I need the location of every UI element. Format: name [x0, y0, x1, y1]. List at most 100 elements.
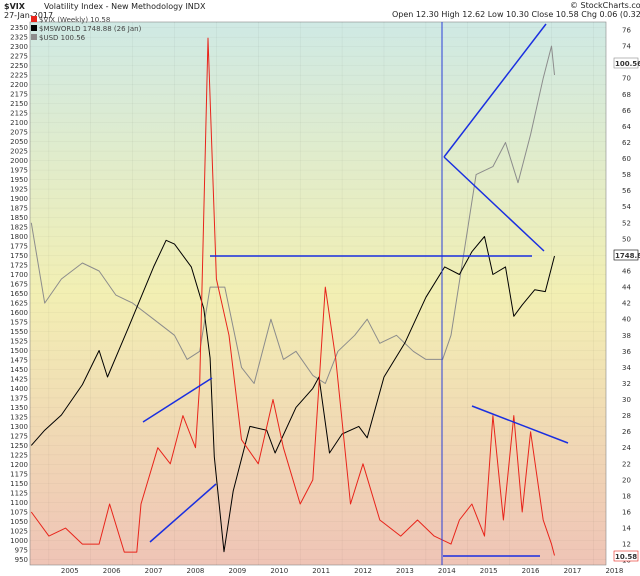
legend-swatch-usd — [31, 34, 37, 40]
x-tick-label: 2006 — [103, 567, 121, 575]
x-tick-label: 2011 — [312, 567, 330, 575]
right-tick-label: 54 — [622, 203, 631, 211]
left-tick-label: 1450 — [10, 366, 28, 374]
x-tick-label: 2012 — [354, 567, 372, 575]
right-tick-label: 38 — [622, 332, 631, 340]
badge-vix: 10.58 — [615, 553, 637, 561]
right-tick-label: 36 — [622, 348, 631, 356]
right-tick-label: 32 — [622, 380, 631, 388]
left-tick-label: 1300 — [10, 423, 28, 431]
left-tick-label: 1425 — [10, 375, 28, 383]
annotation-2007-lower — [149, 483, 217, 543]
left-tick-label: 2050 — [10, 138, 28, 146]
right-tick-label: 70 — [622, 75, 631, 83]
left-tick-label: 1200 — [10, 461, 28, 469]
right-badges: 100.56 1748.88 10.58 — [613, 57, 640, 562]
left-tick-label: 2075 — [10, 129, 28, 137]
right-tick-label: 28 — [622, 412, 631, 420]
right-tick-label: 46 — [622, 268, 631, 276]
left-tick-label: 2025 — [10, 148, 28, 156]
left-tick-label: 1175 — [10, 470, 28, 478]
left-tick-label: 1525 — [10, 337, 28, 345]
chart-quote: Open 12.30 High 12.62 Low 10.30 Close 10… — [392, 10, 640, 19]
left-tick-label: 1950 — [10, 176, 28, 184]
annotation-2007-upper — [142, 377, 213, 423]
left-tick-label: 1500 — [10, 347, 28, 355]
x-tick-label: 2009 — [228, 567, 246, 575]
left-tick-label: 1475 — [10, 356, 28, 364]
right-tick-label: 44 — [622, 284, 631, 292]
right-tick-label: 14 — [622, 525, 631, 533]
annotation-vix-trend-2016 — [471, 405, 569, 444]
right-axis: 7674727068666462605856545250484644424038… — [622, 27, 631, 565]
left-tick-label: 1800 — [10, 233, 28, 241]
left-tick-label: 1900 — [10, 195, 28, 203]
right-tick-label: 52 — [622, 219, 631, 227]
annotation-usd-trend — [443, 23, 547, 158]
left-tick-label: 1050 — [10, 518, 28, 526]
legend-msworld: $MSWORLD 1748.88 (26 Jan) — [39, 25, 142, 33]
left-tick-label: 1775 — [10, 243, 28, 251]
left-tick-label: 1275 — [10, 432, 28, 440]
right-tick-label: 68 — [622, 91, 631, 99]
left-tick-label: 2150 — [10, 100, 28, 108]
left-tick-label: 1850 — [10, 214, 28, 222]
right-tick-label: 56 — [622, 187, 631, 195]
left-tick-label: 1325 — [10, 413, 28, 421]
x-tick-label: 2017 — [564, 567, 582, 575]
left-tick-label: 1025 — [10, 527, 28, 535]
right-tick-label: 40 — [622, 316, 631, 324]
right-tick-label: 24 — [622, 444, 631, 452]
left-tick-label: 1675 — [10, 281, 28, 289]
right-tick-label: 34 — [622, 364, 631, 372]
left-tick-label: 2225 — [10, 72, 28, 80]
left-tick-label: 2200 — [10, 81, 28, 89]
legend-vix: $VIX (Weekly) 10.58 — [39, 16, 110, 24]
chart-symbol: $VIX — [4, 2, 26, 11]
x-tick-label: 2016 — [522, 567, 540, 575]
left-tick-label: 1125 — [10, 489, 28, 497]
chart-description: Volatility Index - New Methodology INDX — [44, 2, 206, 11]
right-tick-label: 42 — [622, 300, 631, 308]
right-tick-label: 20 — [622, 476, 631, 484]
left-tick-label: 1975 — [10, 167, 28, 175]
series-line-msworld — [30, 236, 555, 553]
chart-date: 27-Jan-2017 — [4, 11, 53, 20]
left-tick-label: 1100 — [10, 499, 28, 507]
left-tick-label: 1650 — [10, 290, 28, 298]
left-tick-label: 1575 — [10, 318, 28, 326]
left-tick-label: 2125 — [10, 110, 28, 118]
right-tick-label: 76 — [622, 27, 631, 35]
right-tick-label: 16 — [622, 508, 631, 516]
series-layer — [30, 37, 555, 556]
left-tick-label: 1075 — [10, 508, 28, 516]
left-tick-label: 1725 — [10, 262, 28, 270]
legend-swatch-msworld — [31, 25, 37, 31]
left-tick-label: 2325 — [10, 34, 28, 42]
left-tick-label: 1825 — [10, 224, 28, 232]
right-tick-label: 18 — [622, 492, 631, 500]
right-tick-label: 66 — [622, 107, 631, 115]
left-tick-label: 1000 — [10, 537, 28, 545]
right-tick-label: 74 — [622, 43, 631, 51]
x-tick-label: 2005 — [61, 567, 79, 575]
right-tick-label: 50 — [622, 235, 631, 243]
x-tick-label: 2008 — [187, 567, 205, 575]
left-tick-label: 2350 — [10, 24, 28, 32]
legend-swatch-vix — [31, 16, 37, 22]
left-tick-label: 1925 — [10, 186, 28, 194]
x-tick-label: 2013 — [396, 567, 414, 575]
left-tick-label: 1250 — [10, 442, 28, 450]
x-tick-label: 2015 — [480, 567, 498, 575]
x-tick-label: 2007 — [145, 567, 163, 575]
left-tick-label: 1700 — [10, 271, 28, 279]
x-axis: 2005 2006 2007 2008 2009 2010 2011 2012 2013 2014… — [61, 567, 623, 575]
series-line-vix — [30, 37, 555, 556]
left-tick-label: 1375 — [10, 394, 28, 402]
left-tick-label: 1625 — [10, 299, 28, 307]
right-tick-label: 64 — [622, 123, 631, 131]
right-tick-label: 12 — [622, 541, 631, 549]
left-tick-label: 1550 — [10, 328, 28, 336]
